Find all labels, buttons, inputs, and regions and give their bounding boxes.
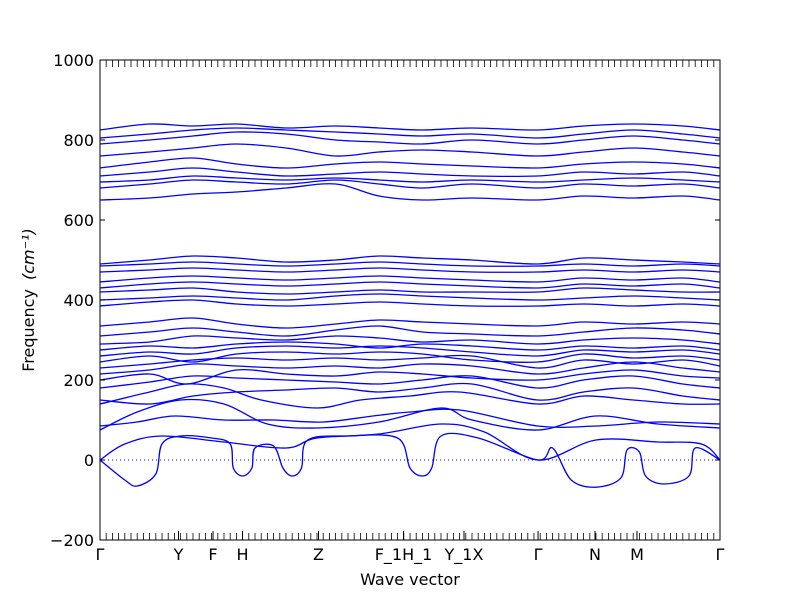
y-axis-title-text: Frequency [19,289,38,372]
band-23 [100,261,720,267]
band-25 [100,183,720,201]
band-11 [100,351,720,363]
band-4 [100,408,720,428]
band-30 [100,143,720,157]
band-10 [100,354,720,369]
y-tick-label: 600 [63,211,94,230]
band-lines [100,123,720,488]
x-tick-label: F_1H_1 [375,545,433,565]
band-29 [100,157,720,169]
band-6 [100,382,720,405]
band-18 [100,293,720,301]
band-19 [100,287,720,295]
y-axis-title: Frequency (cm⁻¹) [19,228,38,371]
y-tick-label: −200 [50,531,94,550]
band-15 [100,325,720,337]
band-9 [100,361,720,375]
x-axis-ticks: Γ Y F H Z F_1H_1 Y_1X Γ N M Γ [96,60,725,565]
band-12 [100,345,720,357]
band-8 [100,369,720,385]
x-tick-label: Γ [96,545,105,564]
y-tick-label: 200 [63,371,94,390]
y-tick-label: 800 [63,131,94,150]
y-tick-label: 1000 [53,51,94,70]
x-tick-label: Y_1X [444,545,484,565]
band-31 [100,131,720,145]
band-32 [100,127,720,139]
band-2 [100,423,720,461]
band-16 [100,317,720,329]
band-20 [100,281,720,289]
x-tick-label: Y [173,545,184,564]
x-tick-label: Z [313,545,324,564]
band-26 [100,179,720,189]
x-tick-label: N [589,545,601,564]
x-tick-label: Γ [716,545,725,564]
band-22 [100,267,720,273]
y-tick-label: 400 [63,291,94,310]
band-27 [100,175,720,183]
y-tick-label: 0 [84,451,94,470]
band-28 [100,167,720,178]
x-axis-title: Wave vector [360,570,460,589]
x-tick-label: M [630,545,644,564]
band-33 [100,123,720,131]
band-3 [100,398,720,431]
band-21 [100,275,720,283]
y-axis-ticks: −200 0 200 400 600 800 1000 [50,51,720,550]
y-axis-unit: (cm⁻¹) [19,228,38,280]
band-24 [100,255,720,265]
band-1 [100,432,720,488]
x-tick-label: Γ [534,545,543,564]
band-14 [100,335,720,345]
x-tick-label: F [208,545,217,564]
band-13 [100,341,720,351]
x-tick-label: H [236,545,248,564]
band-17 [100,299,720,307]
band-7 [100,375,720,389]
